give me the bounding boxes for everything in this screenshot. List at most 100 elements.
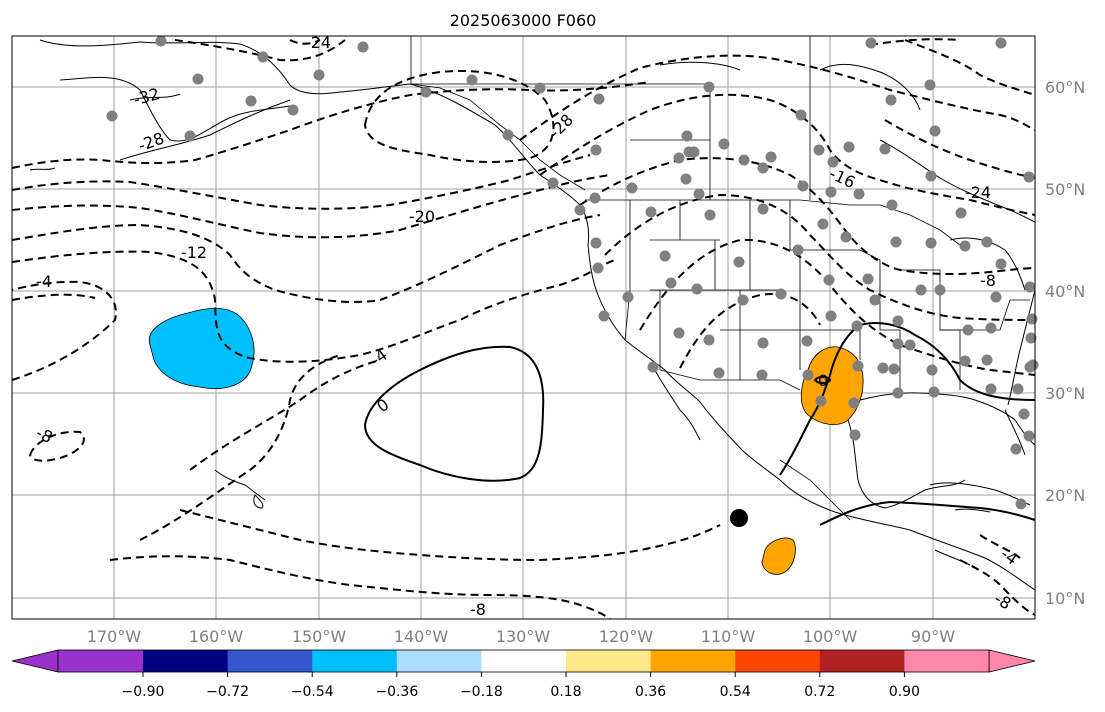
station-marker: [843, 141, 855, 153]
station-marker: [703, 81, 715, 93]
station-marker: [737, 294, 749, 306]
lat-label: 30°N: [1045, 384, 1085, 403]
colorbar-segment: [58, 650, 143, 672]
station-marker: [797, 180, 809, 192]
station-marker: [1023, 430, 1035, 442]
station-marker: [647, 361, 659, 373]
station-marker: [869, 294, 881, 306]
station-marker: [904, 339, 916, 351]
latitude-labels: 60°N 50°N 40°N 30°N 20°N 10°N: [1045, 78, 1085, 608]
station-marker: [840, 231, 852, 243]
station-marker: [962, 324, 974, 336]
colorbar-segment: [396, 650, 482, 672]
station-marker: [681, 130, 693, 142]
contour-label: -24: [305, 33, 331, 52]
station-marker: [995, 37, 1007, 49]
contour-label: -8: [980, 271, 996, 290]
colorbar-tick-label: −0.36: [375, 684, 418, 700]
lat-label: 10°N: [1045, 589, 1085, 608]
station-marker: [792, 244, 804, 256]
station-marker: [852, 360, 864, 372]
lon-label: 130°W: [496, 627, 551, 646]
station-marker: [534, 82, 546, 94]
lon-label: 140°W: [394, 627, 449, 646]
station-marker: [985, 322, 997, 334]
station-marker: [813, 144, 825, 156]
positive-anomaly-region-pacific: [761, 537, 796, 575]
contour-label: 0: [818, 371, 828, 390]
contour-label: -20: [409, 207, 435, 226]
colorbar-ticks: −0.90 −0.72 −0.54 −0.36 −0.18 0.18 0.36 0.54 0.7…: [122, 672, 920, 700]
station-marker: [590, 237, 602, 249]
colorbar-outline: [57, 649, 990, 673]
station-marker: [865, 37, 877, 49]
lon-label: 120°W: [599, 627, 654, 646]
station-marker: [574, 204, 586, 216]
colorbar-segment: [735, 650, 821, 672]
colorbar-over-arrow: [988, 649, 1036, 673]
storm-center-marker: [730, 509, 748, 527]
station-marker: [757, 162, 769, 174]
station-marker: [703, 334, 715, 346]
colorbar-tick-label: −0.72: [206, 684, 249, 700]
station-marker: [925, 170, 937, 182]
solid-contours: [363, 322, 1036, 526]
contour-label: -12: [181, 243, 207, 262]
colorbar: −0.90 −0.72 −0.54 −0.36 −0.18 0.18 0.36 0.54 0.7…: [11, 649, 1036, 700]
station-marker: [888, 363, 900, 375]
station-marker: [589, 192, 601, 204]
colorbar-segment: [819, 650, 905, 672]
contour-label: -24: [965, 183, 991, 202]
station-marker: [775, 288, 787, 300]
station-marker: [817, 218, 829, 230]
station-marker: [693, 188, 705, 200]
station-marker: [823, 274, 835, 286]
lat-label: 20°N: [1045, 486, 1085, 505]
station-marker: [851, 320, 863, 332]
station-marker: [106, 110, 118, 122]
dashed-contours: [11, 38, 1036, 620]
colorbar-segment: [566, 650, 652, 672]
station-marker: [357, 41, 369, 53]
station-marker: [879, 143, 891, 155]
station-marker: [184, 130, 196, 142]
station-marker: [659, 250, 671, 262]
station-marker: [892, 387, 904, 399]
station-marker: [673, 327, 685, 339]
colorbar-tick-label: −0.18: [460, 684, 503, 700]
station-marker: [848, 397, 860, 409]
station-marker: [981, 236, 993, 248]
station-marker: [1012, 383, 1024, 395]
station-marker: [886, 199, 898, 211]
contour-label: -4: [36, 272, 52, 291]
station-marker: [862, 273, 874, 285]
station-marker: [245, 95, 257, 107]
station-marker: [593, 93, 605, 105]
map-frame: [11, 35, 1036, 620]
station-marker: [718, 138, 730, 150]
lat-label: 40°N: [1045, 282, 1085, 301]
station-marker: [733, 256, 745, 268]
colorbar-segment: [904, 650, 989, 672]
station-marker: [1024, 281, 1036, 293]
contour-label: -8: [470, 600, 486, 619]
station-marker: [995, 258, 1007, 270]
station-marker: [257, 51, 269, 63]
station-marker: [802, 369, 814, 381]
station-marker: [915, 284, 927, 296]
colorbar-segment: [227, 650, 313, 672]
station-marker: [622, 291, 634, 303]
station-marker: [592, 262, 604, 274]
station-markers: [106, 35, 1039, 510]
lat-label: 60°N: [1045, 78, 1085, 97]
colorbar-segment: [312, 650, 398, 672]
station-marker: [547, 177, 559, 189]
station-marker: [801, 335, 813, 347]
station-marker: [1025, 332, 1037, 344]
graticule: [12, 36, 1035, 619]
station-marker: [420, 86, 432, 98]
station-marker: [849, 429, 861, 441]
station-marker: [1018, 408, 1030, 420]
station-marker: [691, 283, 703, 295]
